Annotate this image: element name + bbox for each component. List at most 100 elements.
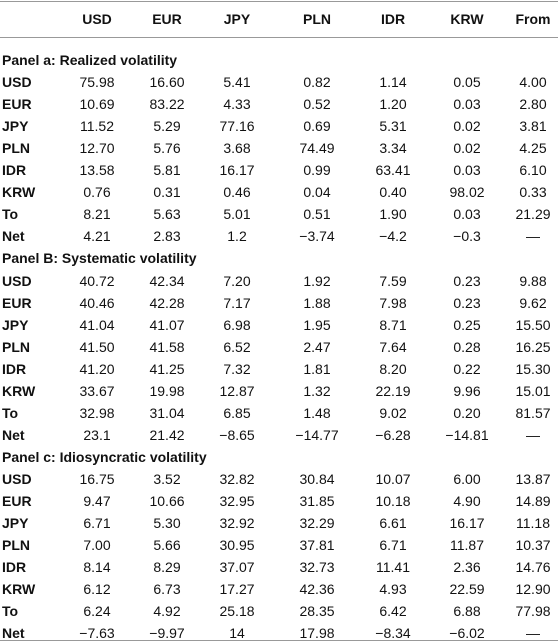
row-label: JPY — [2, 316, 29, 333]
cell: 6.10 — [519, 162, 547, 179]
cell: 15.30 — [515, 360, 551, 377]
cell: 17.98 — [299, 625, 335, 642]
row-label: USD — [2, 272, 32, 289]
cell: 81.57 — [515, 404, 551, 421]
cell: 32.98 — [79, 404, 115, 421]
rule — [0, 640, 558, 641]
cell: 1.32 — [303, 382, 331, 399]
cell: 0.51 — [303, 206, 331, 223]
cell: 1.90 — [379, 206, 407, 223]
cell: 14.89 — [515, 493, 551, 509]
cell: 2.47 — [303, 338, 331, 355]
cell: 14.76 — [515, 559, 551, 576]
row-label: KRW — [2, 382, 36, 399]
cell: 83.22 — [149, 96, 185, 113]
cell: 5.81 — [153, 162, 181, 179]
cell: — — [526, 228, 540, 245]
cell: 5.30 — [153, 515, 181, 532]
cell: 4.00 — [519, 74, 547, 91]
cell: 12.87 — [219, 382, 255, 399]
row-label: Net — [2, 426, 25, 443]
cell: 41.50 — [79, 338, 115, 355]
cell: 3.34 — [379, 140, 407, 157]
cell: 3.52 — [153, 470, 181, 487]
cell: 7.59 — [379, 272, 407, 289]
cell: 1.48 — [303, 404, 331, 421]
cell: 0.05 — [453, 74, 481, 91]
cell: 0.31 — [153, 184, 181, 201]
cell: 28.35 — [299, 603, 335, 620]
cell: — — [526, 426, 540, 443]
cell: 0.28 — [453, 338, 481, 355]
cell: 77.98 — [515, 603, 551, 620]
panel-title: Panel a: Realized volatility — [2, 52, 178, 68]
cell: 77.16 — [219, 118, 255, 135]
cell: 32.95 — [219, 493, 255, 509]
row-label: USD — [2, 470, 32, 487]
column-header: EUR — [152, 11, 182, 27]
row-label: KRW — [2, 184, 36, 201]
cell: 4.21 — [83, 228, 111, 245]
rule — [0, 1, 558, 2]
cell: 6.42 — [379, 603, 407, 620]
cell: 16.60 — [149, 74, 185, 91]
cell: 0.40 — [379, 184, 407, 201]
cell: 0.69 — [303, 118, 331, 135]
cell: 5.41 — [223, 74, 251, 91]
cell: 7.00 — [83, 537, 111, 554]
cell: 11.41 — [376, 559, 410, 576]
cell: 1.95 — [303, 316, 331, 333]
cell: 9.47 — [83, 493, 111, 509]
cell: 40.46 — [79, 294, 115, 311]
row-label: To — [2, 404, 19, 421]
cell: 7.20 — [223, 272, 251, 289]
cell: 0.82 — [303, 74, 331, 91]
cell: 75.98 — [79, 74, 115, 91]
cell: — — [526, 625, 540, 642]
row-label: JPY — [2, 118, 29, 135]
cell: 1.88 — [303, 294, 331, 311]
cell: −6.28 — [375, 426, 411, 443]
row-label: To — [2, 603, 19, 620]
cell: 16.17 — [219, 162, 255, 179]
cell: 10.37 — [515, 537, 551, 554]
cell: 5.29 — [153, 118, 181, 135]
cell: 0.03 — [453, 162, 481, 179]
column-header: JPY — [223, 11, 251, 27]
cell: 41.07 — [149, 316, 185, 333]
cell: 41.20 — [79, 360, 115, 377]
cell: 98.02 — [449, 184, 485, 201]
column-header: KRW — [450, 11, 484, 27]
cell: 10.18 — [375, 493, 411, 509]
cell: 3.81 — [519, 118, 547, 135]
cell: 23.1 — [83, 426, 111, 443]
cell: 4.90 — [453, 493, 481, 509]
cell: 32.92 — [219, 515, 255, 532]
cell: 5.01 — [223, 206, 251, 223]
cell: 6.71 — [379, 537, 407, 554]
cell: 42.36 — [299, 581, 335, 598]
cell: 11.87 — [450, 537, 484, 554]
row-label: To — [2, 206, 19, 223]
cell: 22.59 — [449, 581, 485, 598]
cell: 41.25 — [149, 360, 185, 377]
cell: 0.46 — [223, 184, 251, 201]
cell: 10.07 — [375, 470, 411, 487]
cell: 10.69 — [79, 96, 115, 113]
cell: 32.73 — [299, 559, 335, 576]
cell: 4.92 — [153, 603, 181, 620]
cell: −4.2 — [379, 228, 407, 245]
cell: 19.98 — [149, 382, 185, 399]
cell: 74.49 — [299, 140, 335, 157]
cell: 8.71 — [379, 316, 407, 333]
cell: 6.88 — [453, 603, 481, 620]
cell: 6.73 — [153, 581, 181, 598]
row-label: EUR — [2, 96, 32, 113]
cell: 21.42 — [149, 426, 185, 443]
column-header: From — [515, 11, 551, 27]
cell: 37.07 — [219, 559, 255, 576]
cell: 42.28 — [149, 294, 185, 311]
cell: 32.29 — [299, 515, 335, 532]
cell: 31.04 — [149, 404, 185, 421]
cell: 0.23 — [453, 272, 481, 289]
